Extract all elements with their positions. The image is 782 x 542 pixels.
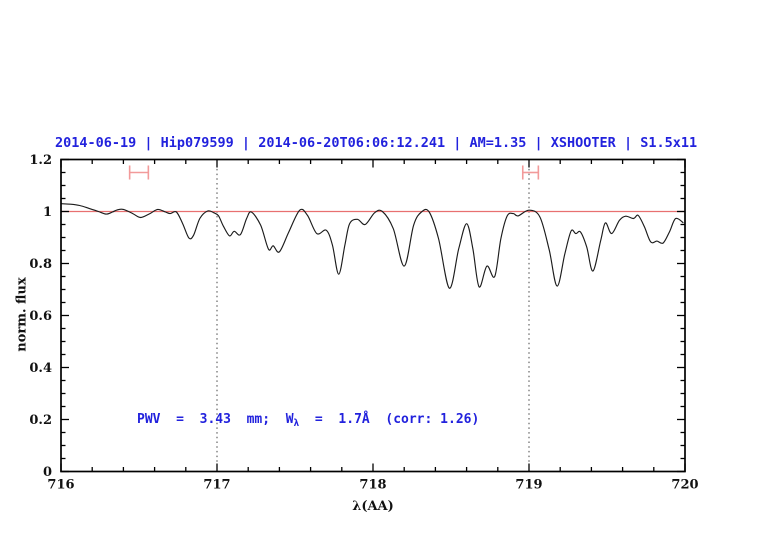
plot-title: 2014-06-19 | Hip079599 | 2014-06-20T06:0… [55,135,698,151]
x-tick-label: 716 [47,478,74,493]
y-tick-label: 0 [43,465,52,480]
spectrum-curve [60,203,684,289]
x-tick-label: 717 [203,478,230,493]
y-tick-label: 0.2 [29,413,52,428]
range-markers [128,165,540,180]
y-tick-label: 1.2 [29,153,52,168]
lambda-subscript: λ [293,418,300,429]
axis-ticks [60,158,686,473]
x-tick-labels: 716 717 718 719 720 [47,478,698,493]
y-tick-labels: 0 0.2 0.4 0.6 0.8 1 1.2 [29,153,52,480]
pwv-annotation-prefix: PWV = 3.43 mm; W [137,412,294,427]
x-tick-label: 719 [515,478,542,493]
y-tick-label: 0.8 [29,257,52,272]
x-tick-label: 718 [359,478,386,493]
x-axis-label: λ(AA) [352,499,394,514]
x-tick-label: 720 [671,478,698,493]
y-tick-label: 0.4 [29,361,52,376]
y-tick-label: 1 [43,205,52,220]
pwv-annotation: PWV = 3.43 mm; Wλ = 1.7Å (corr: 1.26) [137,412,479,429]
pwv-annotation-suffix: = 1.7Å (corr: 1.26) [299,412,480,427]
y-tick-label: 0.6 [29,309,52,324]
